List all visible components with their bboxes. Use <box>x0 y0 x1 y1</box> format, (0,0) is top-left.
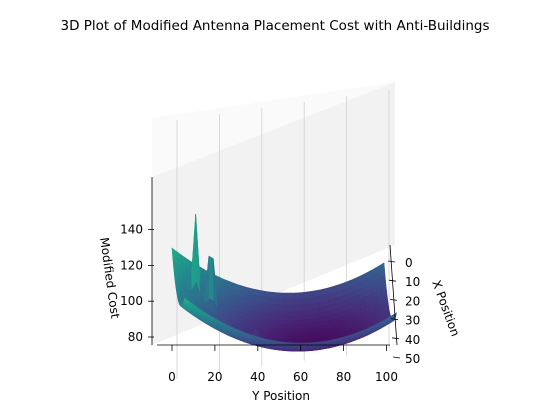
surface-patch <box>303 291 309 299</box>
y-axis-label: Y Position <box>251 389 310 403</box>
x-tick <box>390 318 399 320</box>
axes: 0 20 40 60 80 100 80 100 120 140 0 10 20 30 40 50 <box>120 177 420 384</box>
z-tick-label: 120 <box>120 258 143 272</box>
x-tick-label: 50 <box>405 352 420 366</box>
y-tick-label: 100 <box>375 370 398 384</box>
x-tick-label: 0 <box>405 256 413 270</box>
grid-lines <box>176 90 390 379</box>
surface-patch <box>312 296 318 304</box>
surface-patch <box>272 340 279 344</box>
x-tick <box>389 299 398 301</box>
y-tick-label: 60 <box>293 370 308 384</box>
surface-patch <box>305 319 312 325</box>
y-tick-label: 40 <box>250 370 265 384</box>
x-tick-label: 30 <box>405 314 420 328</box>
y-tick-label: 80 <box>336 370 351 384</box>
x-tick <box>391 337 400 340</box>
surface-patch <box>264 338 270 343</box>
z-tick-label: 140 <box>120 223 143 237</box>
surface-patch <box>305 314 311 321</box>
x-axis-label: X Position <box>429 278 462 338</box>
x-tick-label: 10 <box>405 275 420 289</box>
x-tick <box>387 260 396 263</box>
x-tick <box>392 356 401 359</box>
x-axis-line <box>389 244 398 346</box>
top-pane <box>152 82 395 177</box>
chart-title: 3D Plot of Modified Antenna Placement Co… <box>60 18 489 34</box>
surface-patch <box>311 290 318 298</box>
surface-patch <box>304 309 311 316</box>
x-tick-label: 40 <box>405 333 420 347</box>
x-tick-label: 20 <box>405 294 420 308</box>
surface-patch <box>281 341 287 345</box>
z-tick-label: 100 <box>120 294 143 308</box>
z-tick-label: 80 <box>128 330 143 344</box>
z-axis-label: Modified Cost <box>97 236 122 319</box>
surface <box>171 213 397 352</box>
x-tick <box>388 279 397 282</box>
y-tick-label: 20 <box>207 370 222 384</box>
y-tick-label: 0 <box>168 370 176 384</box>
